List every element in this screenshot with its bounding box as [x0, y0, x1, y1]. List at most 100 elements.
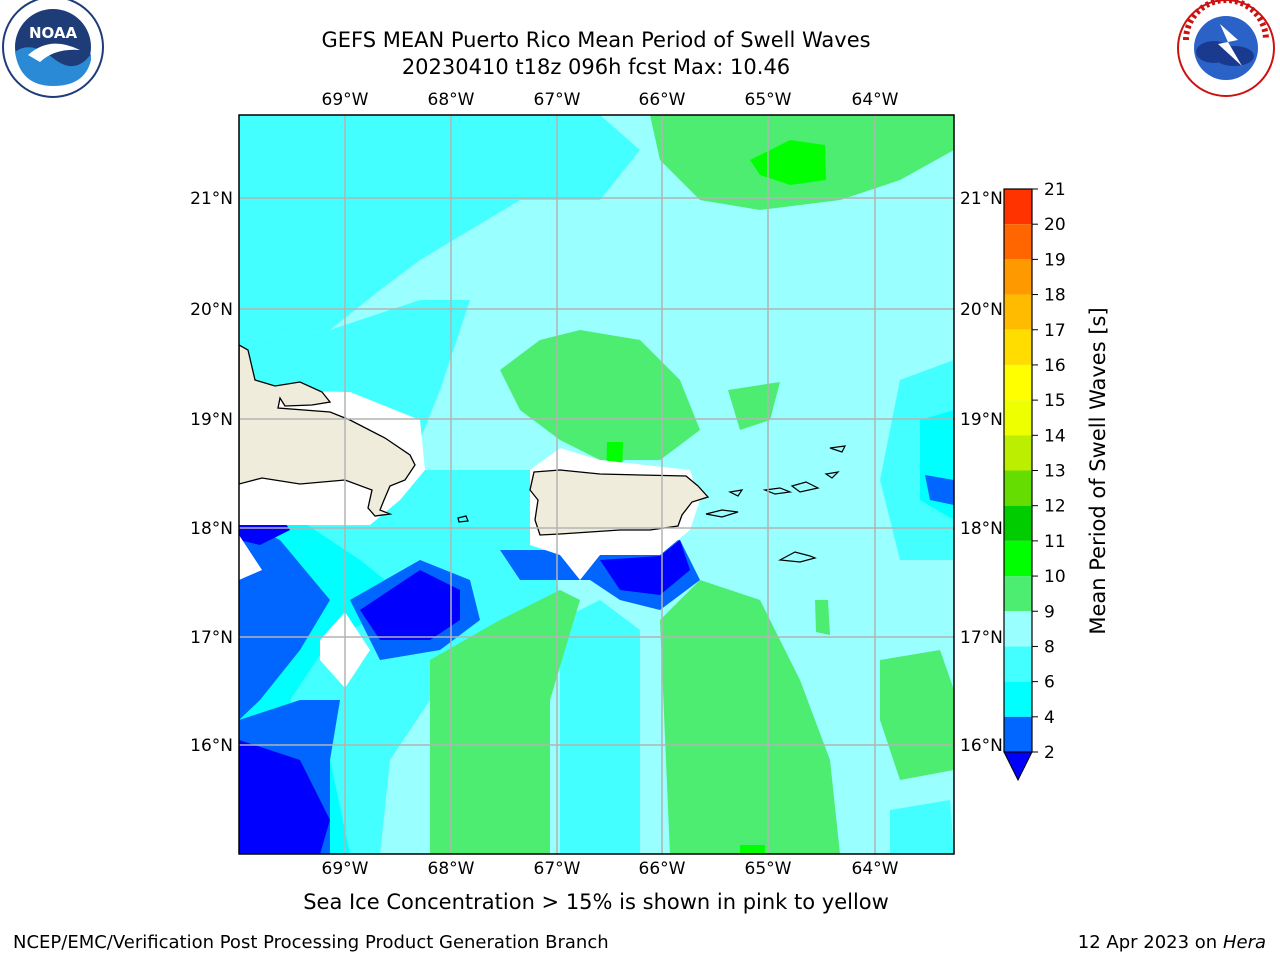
- shade-green-south-central: [430, 590, 580, 854]
- land-hispaniola: [239, 344, 416, 517]
- colorbar-bin: [1004, 364, 1032, 401]
- shade-green-east-islet: [728, 382, 780, 430]
- land-st-croix: [777, 551, 817, 563]
- colorbar-bin: [1004, 189, 1032, 225]
- lat-label-left: 16°N: [190, 736, 233, 756]
- colorbar-bin: [1004, 224, 1032, 260]
- colorbar-tick-label: 2: [1044, 743, 1055, 763]
- lat-label-right: 19°N: [960, 410, 1003, 430]
- colorbar-tick-label: 20: [1044, 215, 1066, 235]
- shade-green-south-east: [660, 580, 840, 854]
- lon-labels-top: 69°W 68°W 67°W 66°W 65°W 64°W: [322, 90, 899, 110]
- colorbar-tick-label: 14: [1044, 426, 1066, 446]
- lat-label-right: 21°N: [960, 189, 1003, 209]
- sea-ice-caption: Sea Ice Concentration > 15% is shown in …: [303, 890, 889, 914]
- nws-logo: [1177, 0, 1275, 97]
- footer-credit: NCEP/EMC/Verification Post Processing Pr…: [13, 932, 609, 953]
- lat-labels-left: 21°N 20°N 19°N 18°N 17°N 16°N: [190, 189, 233, 756]
- lat-label-left: 17°N: [190, 628, 233, 648]
- shade-deep-blue-east: [925, 475, 954, 505]
- shade-deep-blue-central: [360, 570, 460, 640]
- colorbar-bin: [1004, 505, 1032, 541]
- lon-label-bottom: 67°W: [534, 859, 581, 879]
- shade-cyan-east: [880, 360, 954, 560]
- colorbar-label: Mean Period of Swell Waves [s]: [1086, 307, 1110, 634]
- colorbar-bin: [1004, 716, 1032, 752]
- shade-green-far-east: [880, 650, 954, 780]
- colorbar-tick-label: 9: [1044, 602, 1055, 622]
- colorbar-bin: [1004, 681, 1032, 717]
- land-virgin-islands: [728, 445, 847, 497]
- lon-label-bottom: 65°W: [745, 859, 792, 879]
- map-frame: [238, 114, 955, 855]
- colorbar-tick-label: 10: [1044, 567, 1066, 587]
- lon-label-bottom: 69°W: [322, 859, 369, 879]
- lat-label-right: 18°N: [960, 519, 1003, 539]
- noaa-logo-text: NOAA: [29, 24, 78, 42]
- colorbar: 21 20 19 18 17 16 15 14 13 12 11 10 9 8 6 4 2: [1003, 180, 1066, 782]
- lat-label-left: 21°N: [190, 189, 233, 209]
- shade-bright-green-northeast: [750, 140, 826, 185]
- colorbar-tick-label: 11: [1044, 532, 1066, 552]
- colorbar-extend-triangle: [1003, 751, 1033, 782]
- land-vieques: [705, 509, 739, 518]
- shade-deep-blue-pr-south: [600, 540, 690, 595]
- lat-labels-right: 21°N 20°N 19°N 18°N 17°N 16°N: [960, 189, 1003, 756]
- lon-label-top: 66°W: [639, 90, 686, 110]
- shade-cyan-southeast: [890, 800, 954, 854]
- shade-deep-blue-lower-left: [239, 740, 330, 854]
- lat-label-right: 20°N: [960, 300, 1003, 320]
- lon-label-bottom: 64°W: [852, 859, 899, 879]
- lat-label-left: 20°N: [190, 300, 233, 320]
- land-mona: [457, 515, 469, 523]
- noaa-logo: NOAA: [2, 0, 104, 98]
- land-puerto-rico: [529, 469, 710, 536]
- colorbar-tick-label: 6: [1044, 673, 1055, 693]
- colorbar-tick-label: 17: [1044, 321, 1066, 341]
- lon-label-top: 65°W: [745, 90, 792, 110]
- lat-label-left: 19°N: [190, 410, 233, 430]
- lat-label-left: 18°N: [190, 519, 233, 539]
- colorbar-bin: [1004, 646, 1032, 682]
- lon-label-top: 64°W: [852, 90, 899, 110]
- shade-green-sm1: [815, 600, 830, 635]
- colorbar-bin: [1004, 611, 1032, 647]
- colorbar-bin: [1004, 576, 1032, 612]
- colorbar-tick-label: 19: [1044, 250, 1066, 270]
- colorbar-bin: [1004, 400, 1032, 436]
- lon-label-top: 68°W: [428, 90, 475, 110]
- title-line-1: GEFS MEAN Puerto Rico Mean Period of Swe…: [321, 28, 871, 52]
- colorbar-tick-label: 15: [1044, 391, 1066, 411]
- colorbar-tick-label: 13: [1044, 462, 1066, 482]
- colorbar-tick-label: 18: [1044, 286, 1066, 306]
- lon-label-bottom: 68°W: [428, 859, 475, 879]
- colorbar-tick-label: 4: [1044, 708, 1055, 728]
- colorbar-tick-label: 21: [1044, 180, 1066, 200]
- colorbar-bin: [1004, 540, 1032, 577]
- lat-label-right: 16°N: [960, 736, 1003, 756]
- colorbar-tick-label: 16: [1044, 356, 1066, 376]
- nodata-west-edge: [239, 535, 262, 580]
- lat-label-right: 17°N: [960, 628, 1003, 648]
- graticule: [239, 115, 954, 854]
- shade-cyan-north: [239, 115, 640, 340]
- lon-label-top: 69°W: [322, 90, 369, 110]
- shade-cyan-south: [560, 600, 640, 854]
- footer-date: 12 Apr 2023 on Hera: [1078, 932, 1266, 953]
- footer-date-text: 12 Apr 2023 on: [1077, 932, 1223, 953]
- colorbar-tick-label: 12: [1044, 497, 1066, 517]
- colorbar-bin: [1004, 435, 1032, 471]
- lon-labels-bottom: 69°W 68°W 67°W 66°W 65°W 64°W: [322, 859, 899, 879]
- colorbar-tick-label: 8: [1044, 637, 1055, 657]
- colorbar-bin: [1004, 259, 1032, 295]
- shade-bright-green-south: [740, 845, 765, 854]
- colorbar-bin: [1004, 329, 1032, 365]
- colorbar-bin: [1004, 294, 1032, 330]
- lon-label-bottom: 66°W: [639, 859, 686, 879]
- shade-green-central-north: [500, 330, 700, 460]
- footer-host: Hera: [1222, 932, 1266, 953]
- colorbar-bin: [1004, 470, 1032, 506]
- lon-label-top: 67°W: [534, 90, 581, 110]
- title-line-2: 20230410 t18z 096h fcst Max: 10.46: [401, 55, 791, 79]
